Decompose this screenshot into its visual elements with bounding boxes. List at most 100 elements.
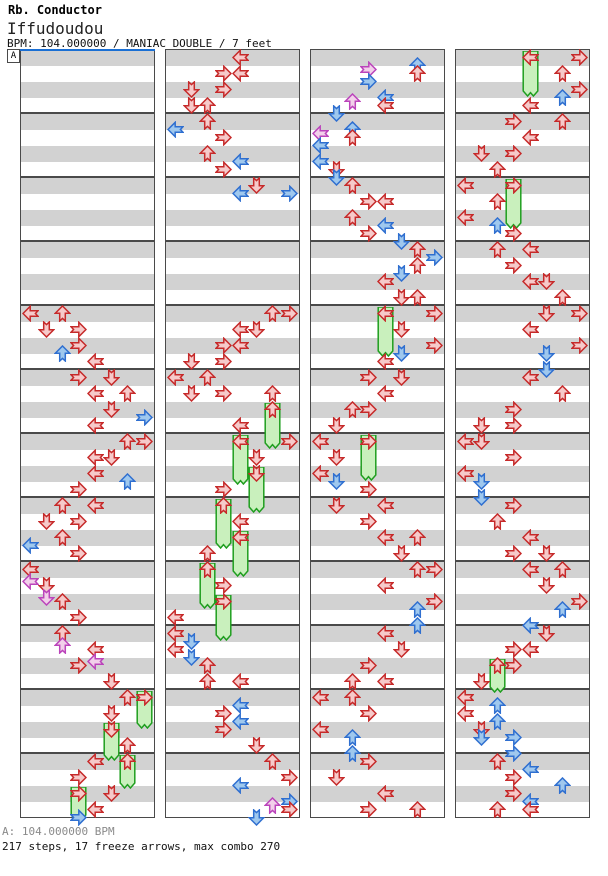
step-arrow-up [409,240,427,258]
step-arrow-right [505,448,523,466]
measure-line [456,112,589,114]
freeze-arrow-bar [505,179,522,229]
step-arrow-left [231,776,249,794]
step-arrow-up [489,656,507,674]
step-arrow-right [360,192,378,210]
step-arrow-up [489,192,507,210]
measure-line [21,432,154,434]
step-arrow-left [21,304,39,322]
step-arrow-down [472,472,490,490]
step-arrow-right [360,368,378,386]
measure-line [166,432,299,434]
measure-line [456,496,589,498]
step-arrow-up [409,64,427,82]
step-arrow-right [425,560,443,578]
step-arrow-left [376,304,394,322]
measure-line [456,176,589,178]
freeze-arrow-bar [232,531,249,577]
step-arrow-up [554,88,572,106]
step-arrow-left [311,688,329,706]
step-arrow-up [54,636,72,654]
step-arrow-left [521,800,539,818]
freeze-arrow-bar [489,659,506,693]
measure-line [311,752,444,754]
step-arrow-left [521,640,539,658]
step-arrow-up [344,728,362,746]
step-arrow-right [70,336,88,354]
measure-line [311,176,444,178]
step-arrow-left [521,128,539,146]
step-arrow-right [570,48,588,66]
step-arrow-right [215,704,233,722]
step-arrow-right [570,336,588,354]
step-arrow-up [489,752,507,770]
step-arrow-up [119,736,137,754]
step-arrow-down [182,384,200,402]
section-marker: A [7,49,20,63]
step-arrow-up [264,752,282,770]
step-arrow-right [280,304,298,322]
step-arrow-left [231,152,249,170]
step-arrow-right [280,184,298,202]
step-arrow-left [231,432,249,450]
measure-line [166,624,299,626]
measure-line [311,304,444,306]
step-arrow-left [311,432,329,450]
step-arrow-down [538,544,555,562]
step-arrow-left [456,688,474,706]
step-arrow-left [86,652,104,670]
step-arrow-up [54,496,72,514]
step-arrow-left [376,192,394,210]
step-arrow-right [360,704,378,722]
step-arrow-right [70,608,88,626]
step-arrow-right [425,248,443,266]
step-arrow-up [554,64,572,82]
measure-line [166,368,299,370]
measure-line [456,368,589,370]
step-arrow-down [103,720,120,738]
step-arrow-left [86,448,104,466]
step-arrow-down [103,400,120,418]
step-arrow-right [360,432,378,450]
measure-line [21,688,154,690]
step-arrow-left [521,48,539,66]
step-arrow-up [554,560,572,578]
measure-line [311,688,444,690]
step-arrow-right [215,128,233,146]
step-arrow-up [344,176,362,194]
step-arrow-down [103,368,120,386]
measure-line [21,752,154,754]
step-arrow-down [327,160,345,178]
measure-line [311,432,444,434]
step-arrow-left [86,752,104,770]
step-arrow-down [248,176,265,194]
measure-line [456,432,589,434]
step-arrow-down [538,272,555,290]
measure-line [166,688,299,690]
step-arrow-left [521,272,539,290]
step-arrow-left [86,416,104,434]
step-arrow-left [231,320,249,338]
step-arrow-down [248,808,265,826]
step-arrow-down [472,432,490,450]
step-arrow-down [182,352,200,370]
step-arrow-down [393,544,410,562]
step-arrow-left [231,672,249,690]
step-arrow-down [182,648,200,666]
step-arrow-right [570,592,588,610]
step-arrow-right [570,80,588,98]
step-arrow-up [199,656,217,674]
measure-line [21,496,154,498]
freeze-arrow-bar [377,307,394,357]
step-arrow-down [472,728,490,746]
freeze-arrow-bar [264,403,281,449]
step-arrow-up [264,796,282,814]
step-arrow-up [215,496,233,514]
step-arrow-right [280,800,298,818]
step-arrow-up [199,544,217,562]
step-arrow-right [425,592,443,610]
step-arrow-right [215,80,233,98]
step-arrow-up [409,800,427,818]
freeze-arrow-bar [199,563,216,609]
measure-line [456,752,589,754]
